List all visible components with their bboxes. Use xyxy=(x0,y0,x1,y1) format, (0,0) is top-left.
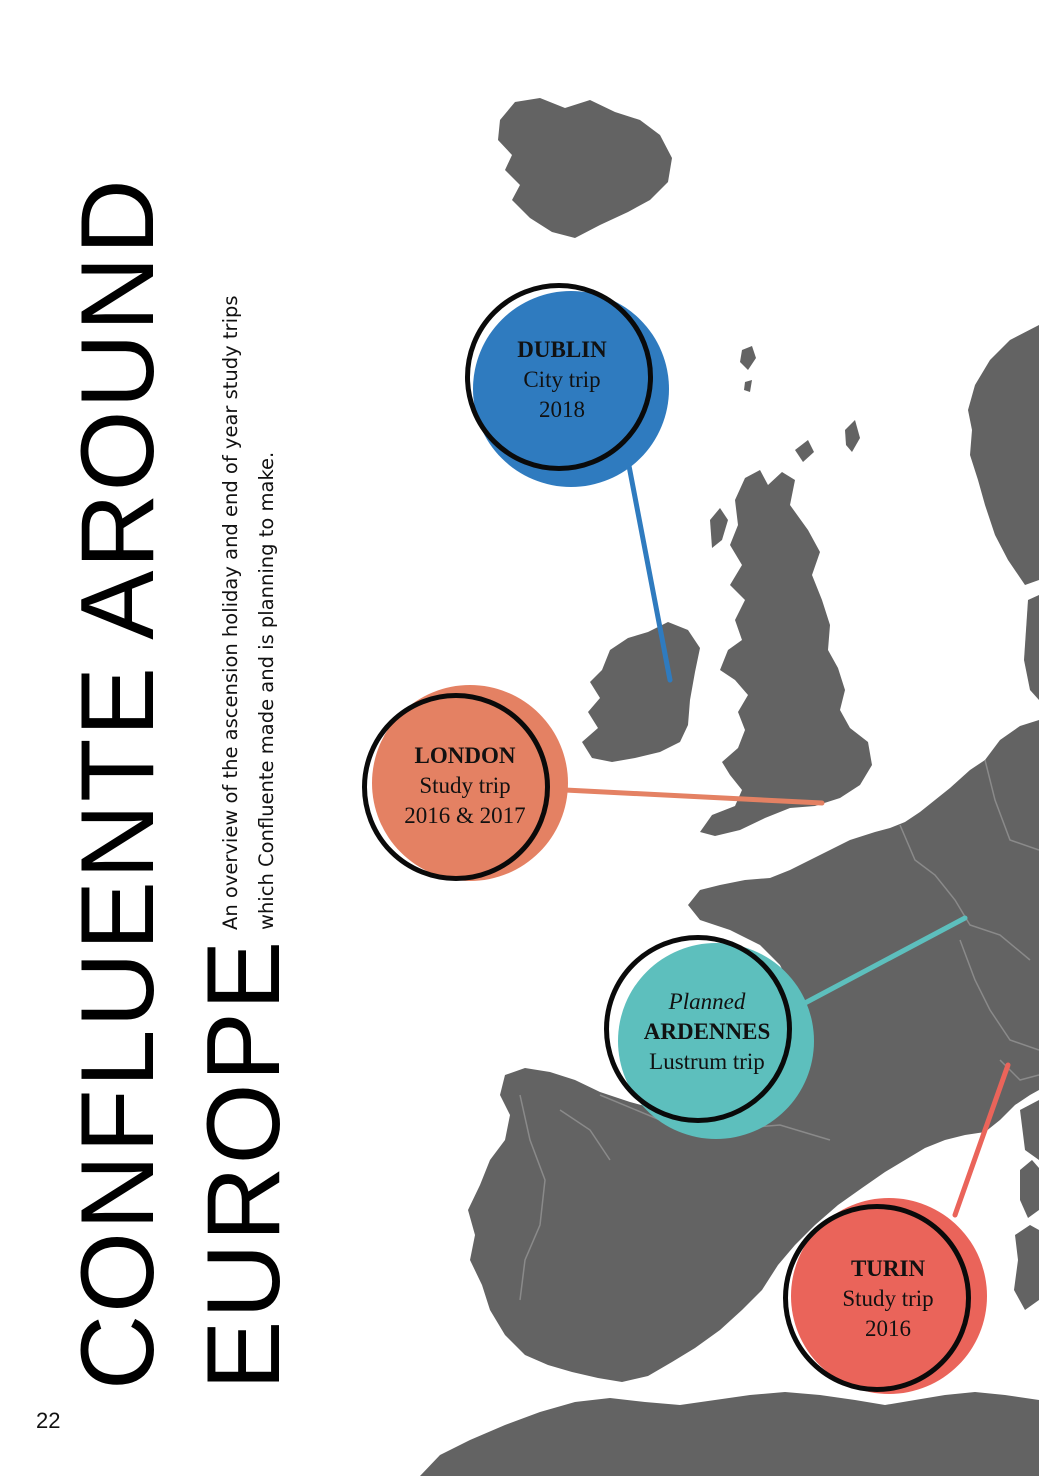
scandinavia xyxy=(968,325,1039,585)
small-islands xyxy=(740,346,756,392)
title-line-1: CONFLUENTE AROUND xyxy=(60,177,176,1390)
dublin-bubble: DUBLIN City trip 2018 xyxy=(465,283,669,487)
ardennes-city: ARDENNES xyxy=(643,1019,771,1044)
turin-bubble: TURIN Study trip 2016 xyxy=(783,1198,987,1398)
north-africa xyxy=(420,1392,1039,1476)
ardennes-connector xyxy=(802,915,968,1006)
dublin-type: City trip xyxy=(523,367,601,392)
london-year: 2016 & 2017 xyxy=(404,803,526,828)
dublin-year: 2018 xyxy=(539,397,585,422)
london-type: Study trip xyxy=(419,773,511,798)
ardennes-status: Planned xyxy=(668,989,746,1014)
corsica xyxy=(1020,1160,1039,1218)
hebrides xyxy=(710,508,728,548)
sardinia xyxy=(1014,1225,1039,1310)
italy-edge xyxy=(1020,1100,1039,1160)
turin-city: TURIN xyxy=(850,1256,926,1281)
scandinavia-south xyxy=(1024,595,1039,700)
great-britain xyxy=(700,470,872,836)
turin-connector xyxy=(952,1062,1011,1218)
iceland xyxy=(498,98,672,238)
ardennes-bubble: Planned ARDENNES Lustrum trip xyxy=(604,935,814,1139)
dublin-connector xyxy=(622,442,673,683)
turin-type: Study trip xyxy=(842,1286,934,1311)
london-connector xyxy=(562,787,825,806)
orkney xyxy=(795,440,814,462)
ardennes-type: Lustrum trip xyxy=(649,1049,765,1074)
dublin-city: DUBLIN xyxy=(517,337,607,362)
london-bubble: LONDON Study trip 2016 & 2017 xyxy=(362,685,568,885)
shetland xyxy=(845,420,860,452)
subtitle: An overview of the ascension holiday and… xyxy=(219,295,278,930)
page-number: 22 xyxy=(36,1408,61,1433)
london-city: LONDON xyxy=(414,743,516,768)
ireland xyxy=(582,622,700,762)
turin-year: 2016 xyxy=(865,1316,911,1341)
